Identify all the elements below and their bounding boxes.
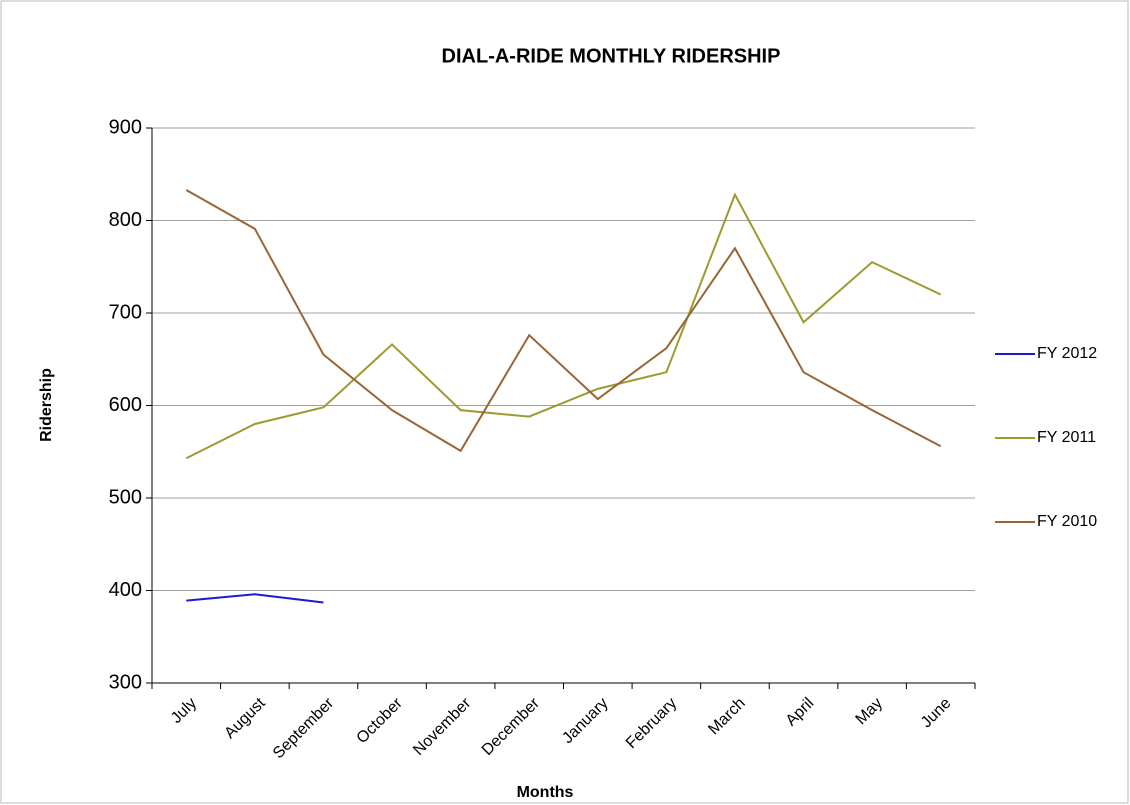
legend-label: FY 2010 xyxy=(1037,513,1097,530)
series-line xyxy=(185,189,942,453)
legend-label: FY 2011 xyxy=(1037,429,1096,446)
x-axis-title: Months xyxy=(517,784,574,801)
y-tick-label: 500 xyxy=(109,486,142,508)
y-tick-label: 900 xyxy=(109,116,142,138)
chart-title: DIAL-A-RIDE MONTHLY RIDERSHIP xyxy=(442,45,781,67)
y-tick-label: 800 xyxy=(109,209,142,231)
series-line xyxy=(186,593,324,604)
y-tick-label: 700 xyxy=(109,301,142,323)
y-axis-title: Ridership xyxy=(38,368,55,442)
y-tick-label: 400 xyxy=(109,579,142,601)
y-tick-label: 600 xyxy=(109,394,142,416)
series-line xyxy=(185,192,942,460)
legend-label: FY 2012 xyxy=(1037,345,1097,362)
y-tick-label: 300 xyxy=(109,671,142,693)
